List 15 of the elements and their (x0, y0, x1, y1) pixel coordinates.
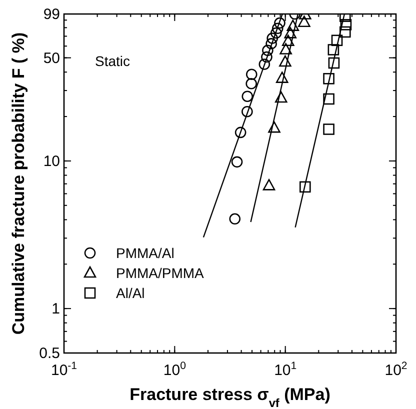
x-tick-label: 10$^{0}$ (163, 360, 186, 379)
x-axis-title: Fracture stress σ$_{vf}$ (MPa) (130, 385, 330, 409)
x-tick-label: 10$^{-1}$ (50, 360, 78, 379)
y-tick-label: 50 (43, 50, 60, 67)
legend-label: PMMA/Al (116, 245, 174, 261)
annotation: Static (95, 53, 130, 69)
y-tick-label: 0.5 (39, 345, 60, 362)
y-tick-label: 99 (43, 6, 60, 23)
x-tick-label: 10$^{2}$ (384, 360, 408, 379)
y-tick-label: 1 (52, 300, 60, 318)
legend-label: PMMA/PMMA (116, 265, 205, 281)
y-axis-title: Cumulative fracture probability F ( %) (9, 32, 28, 335)
y-tick-label: 10 (43, 152, 60, 170)
legend-label: Al/Al (116, 285, 145, 301)
x-tick-label: 10$^{1}$ (274, 360, 297, 379)
